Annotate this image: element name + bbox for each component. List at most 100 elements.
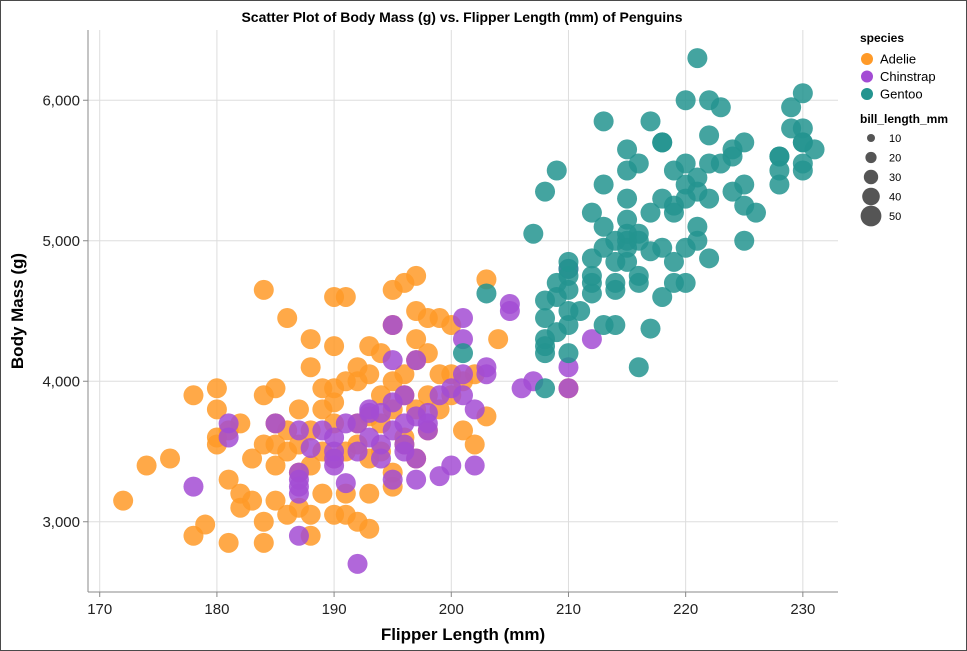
data-point-gentoo xyxy=(628,265,649,286)
data-point-adelie xyxy=(464,434,485,455)
data-point-gentoo xyxy=(523,223,544,244)
data-point-adelie xyxy=(113,490,134,511)
data-point-gentoo xyxy=(617,251,638,272)
data-point-chinstrap xyxy=(406,448,427,469)
data-point-gentoo xyxy=(558,315,579,336)
data-point-gentoo xyxy=(570,301,591,321)
size-swatch xyxy=(865,151,877,164)
data-point-adelie xyxy=(394,364,415,385)
data-point-gentoo xyxy=(581,272,602,293)
x-axis-title: Flipper Length (mm) xyxy=(381,625,545,644)
data-point-gentoo xyxy=(617,139,638,160)
data-point-gentoo xyxy=(675,272,696,293)
legend-swatch-chinstrap xyxy=(861,70,873,83)
data-point-chinstrap xyxy=(288,483,309,504)
data-point-chinstrap xyxy=(288,420,309,441)
data-point-gentoo xyxy=(722,146,743,167)
x-tick-label: 170 xyxy=(87,601,112,618)
data-point-adelie xyxy=(476,269,497,290)
data-point-gentoo xyxy=(453,343,473,364)
data-point-gentoo xyxy=(792,83,813,104)
data-point-adelie xyxy=(206,378,227,399)
data-point-chinstrap xyxy=(288,525,309,546)
data-point-gentoo xyxy=(628,357,649,378)
data-point-gentoo xyxy=(605,279,626,300)
data-point-chinstrap xyxy=(417,420,438,441)
data-point-chinstrap xyxy=(499,301,520,321)
data-point-gentoo xyxy=(558,251,579,272)
data-point-gentoo xyxy=(769,174,790,195)
data-point-gentoo xyxy=(687,230,708,251)
data-point-chinstrap xyxy=(300,437,321,458)
x-tick-label: 200 xyxy=(439,601,464,618)
data-point-gentoo xyxy=(699,125,720,146)
data-point-gentoo xyxy=(663,251,684,272)
data-point-chinstrap xyxy=(265,413,286,434)
data-point-adelie xyxy=(253,279,274,300)
data-point-gentoo xyxy=(581,202,602,223)
data-point-chinstrap xyxy=(324,455,345,476)
data-point-adelie xyxy=(312,483,333,504)
data-point-gentoo xyxy=(628,153,649,174)
data-point-chinstrap xyxy=(382,350,403,371)
size-label: 10 xyxy=(889,133,901,145)
data-point-adelie xyxy=(359,364,380,385)
data-point-adelie xyxy=(218,469,239,490)
data-point-chinstrap xyxy=(347,553,368,574)
data-point-adelie xyxy=(242,448,263,469)
data-point-gentoo xyxy=(781,97,802,118)
data-point-gentoo xyxy=(699,188,720,209)
data-point-chinstrap xyxy=(218,427,239,448)
data-point-chinstrap xyxy=(370,434,391,455)
data-point-adelie xyxy=(160,448,181,469)
data-point-adelie xyxy=(242,490,263,511)
data-point-adelie xyxy=(136,455,157,476)
data-point-gentoo xyxy=(617,209,638,230)
data-point-gentoo xyxy=(699,248,720,269)
data-point-chinstrap xyxy=(406,350,427,371)
data-point-chinstrap xyxy=(394,385,415,406)
data-point-adelie xyxy=(300,357,321,378)
x-tick-label: 180 xyxy=(204,601,229,618)
data-point-gentoo xyxy=(734,174,755,195)
y-tick-label: 4,000 xyxy=(42,373,80,390)
color-legend: species Adelie Chinstrap Gentoo xyxy=(860,31,936,102)
size-swatch xyxy=(862,187,880,206)
data-point-gentoo xyxy=(734,132,755,153)
data-point-gentoo xyxy=(535,343,556,364)
data-point-adelie xyxy=(206,399,227,420)
data-point-gentoo xyxy=(558,279,579,300)
legend-label-chinstrap: Chinstrap xyxy=(880,69,936,84)
data-point-gentoo xyxy=(640,202,661,223)
data-point-chinstrap xyxy=(464,399,485,420)
data-point-gentoo xyxy=(804,139,825,160)
data-point-adelie xyxy=(324,392,345,413)
size-label: 30 xyxy=(889,172,901,184)
data-point-gentoo xyxy=(640,318,661,339)
series-chinstrap xyxy=(183,258,602,574)
data-point-chinstrap xyxy=(218,413,239,434)
data-point-gentoo xyxy=(652,237,673,258)
legend-label-gentoo: Gentoo xyxy=(880,87,923,102)
x-tick-label: 230 xyxy=(790,601,815,618)
data-point-gentoo xyxy=(535,378,556,399)
data-point-gentoo xyxy=(652,132,673,153)
size-swatch xyxy=(863,169,879,185)
data-point-gentoo xyxy=(687,216,708,237)
data-point-chinstrap xyxy=(453,329,473,350)
data-point-gentoo xyxy=(593,174,614,195)
data-points xyxy=(113,48,825,574)
data-point-gentoo xyxy=(476,283,497,304)
data-point-gentoo xyxy=(605,315,626,336)
data-point-adelie xyxy=(265,490,286,511)
size-label: 50 xyxy=(889,211,901,223)
data-point-chinstrap xyxy=(382,469,403,490)
y-axis-title: Body Mass (g) xyxy=(8,253,27,369)
data-point-chinstrap xyxy=(453,364,473,385)
data-point-gentoo xyxy=(710,97,731,118)
data-point-chinstrap xyxy=(453,385,473,406)
chart-title: Scatter Plot of Body Mass (g) vs. Flippe… xyxy=(241,9,682,25)
data-point-adelie xyxy=(195,514,216,535)
data-point-chinstrap xyxy=(183,476,204,497)
data-point-adelie xyxy=(453,420,473,441)
